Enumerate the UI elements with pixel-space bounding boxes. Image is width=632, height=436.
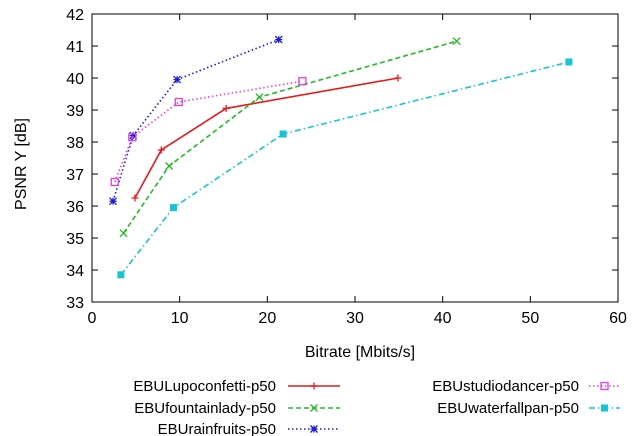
plot-frame	[91, 13, 619, 303]
x-axis-title: Bitrate [Mbits/s]	[305, 344, 415, 361]
legend-marker	[601, 404, 608, 412]
series-line	[112, 38, 279, 202]
legend-label: EBUwaterfallpan-p50	[437, 400, 579, 417]
data-point	[452, 37, 461, 46]
series-4	[117, 58, 573, 279]
x-tick-label: 10	[171, 310, 189, 327]
data-point	[274, 35, 283, 44]
legend-item: EBUwaterfallpan-p50	[437, 400, 620, 417]
data-point	[165, 162, 174, 170]
y-tick-label: 34	[66, 263, 84, 280]
y-tick-label: 39	[66, 103, 84, 120]
y-tick-label: 35	[66, 231, 84, 248]
legend-item: EBUrainfruits-p50	[158, 421, 340, 436]
data-point	[255, 93, 264, 102]
data-point	[131, 194, 139, 202]
data-point	[173, 75, 181, 84]
x-tick-label: 0	[88, 310, 97, 327]
y-tick-label: 40	[66, 71, 84, 88]
data-point	[110, 177, 119, 187]
axes: 0 10 20 30 40 50 60 33 34 35 36 37 38 39 40 41 42	[66, 7, 627, 327]
data-point	[279, 130, 287, 138]
legend-label: EBUfountainlady-p50	[134, 400, 276, 417]
y-tick-label: 33	[66, 295, 84, 312]
data-point	[170, 204, 178, 212]
series-lines	[109, 35, 573, 279]
legend-label: EBULupoconfetti-p50	[133, 378, 276, 395]
y-tick-label: 42	[66, 7, 84, 24]
series-line	[122, 40, 457, 234]
legend-marker	[600, 381, 609, 391]
series-3	[110, 77, 307, 187]
legend-marker	[310, 425, 318, 433]
legend-item: EBUfountainlady-p50	[134, 400, 340, 417]
data-point	[565, 58, 573, 66]
data-point	[128, 133, 137, 142]
legend-item: EBULupoconfetti-p50	[133, 378, 340, 395]
x-tick-label: 40	[434, 310, 452, 327]
data-point	[298, 77, 307, 86]
series-1	[119, 37, 461, 238]
series-line	[114, 80, 303, 183]
y-tick-label: 37	[66, 167, 84, 184]
data-point	[222, 104, 230, 112]
series-line	[134, 77, 399, 199]
data-point	[174, 97, 183, 107]
data-point	[117, 271, 125, 279]
y-tick-label: 36	[66, 199, 84, 216]
legend-marker	[310, 404, 318, 412]
series-line	[120, 61, 570, 276]
x-tick-label: 60	[609, 310, 627, 327]
series-2	[109, 35, 283, 206]
x-tick-label: 30	[346, 310, 364, 327]
y-tick-label: 38	[66, 135, 84, 152]
y-tick-label: 41	[66, 39, 84, 56]
data-point	[119, 229, 128, 238]
series-0	[131, 74, 402, 202]
y-axis-title: PSNR Y [dB]	[13, 118, 30, 210]
data-point	[109, 197, 117, 206]
x-tick-label: 20	[258, 310, 276, 327]
legend-item: EBUstudiodancer-p50	[432, 378, 620, 395]
x-tick-label: 50	[521, 310, 539, 327]
legend-marker	[310, 382, 318, 390]
legend-label: EBUrainfruits-p50	[158, 421, 276, 436]
data-point	[129, 131, 138, 140]
data-point	[157, 146, 165, 154]
legend-label: EBUstudiodancer-p50	[432, 378, 579, 395]
legend: EBULupoconfetti-p50 EBUfountainlady-p50 EB…	[133, 378, 620, 436]
data-point	[394, 74, 402, 82]
